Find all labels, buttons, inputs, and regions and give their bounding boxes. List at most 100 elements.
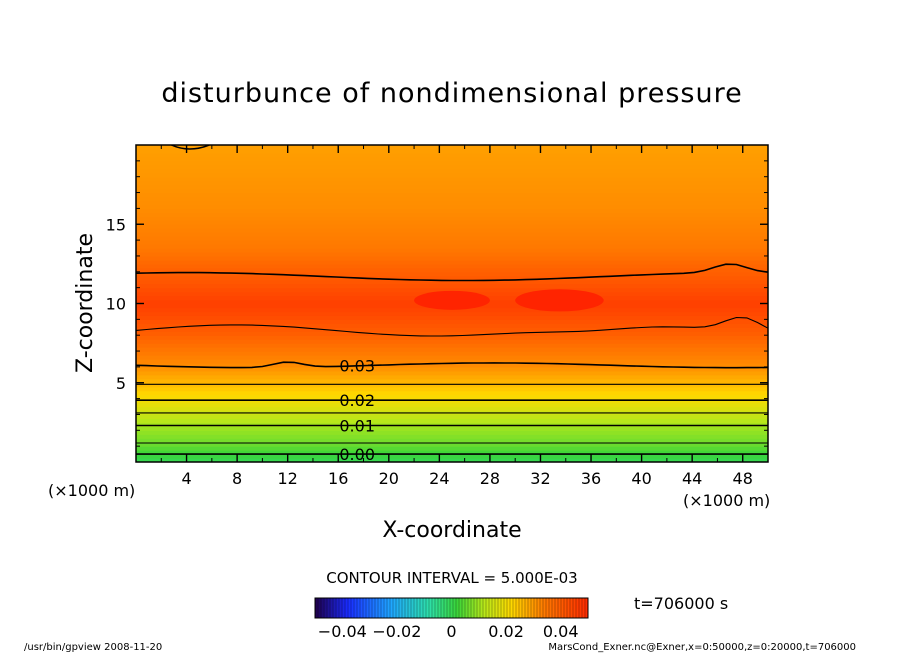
- shade-band: [136, 263, 768, 269]
- shade-band: [136, 374, 768, 380]
- x-tick-label: 16: [328, 469, 348, 488]
- shade-band: [136, 248, 768, 253]
- shade-band: [136, 208, 768, 213]
- x-tick-label: 36: [581, 469, 601, 488]
- shade-band: [136, 200, 768, 206]
- contour-interval: CONTOUR INTERVAL = 5.000E-03: [326, 569, 577, 587]
- y-tick-label: 15: [106, 215, 126, 234]
- shade-band: [136, 442, 768, 447]
- shade-band: [136, 450, 768, 455]
- footer-left: /usr/bin/gpview 2008-11-20: [24, 642, 162, 653]
- contour-line: [171, 145, 210, 150]
- y-tick-label: 10: [106, 295, 126, 314]
- shade-band: [136, 168, 768, 174]
- shade-band: [136, 382, 768, 388]
- shade-band: [136, 402, 768, 408]
- contour-line: [136, 263, 768, 282]
- shade-band: [136, 390, 768, 396]
- shade-band: [136, 315, 768, 320]
- shade-band: [136, 228, 768, 233]
- y-axis-label: Z-coordinate: [73, 233, 98, 373]
- shade-band: [136, 454, 768, 459]
- shade-band: [136, 240, 768, 245]
- contour-line: [136, 361, 768, 369]
- shade-band: [136, 311, 768, 316]
- shade-band: [136, 160, 768, 166]
- shade-band: [136, 148, 768, 154]
- x-tick-label: 12: [278, 469, 298, 488]
- shade-band: [136, 446, 768, 451]
- shade-band: [136, 434, 768, 439]
- colorbar-tick-label: 0.04: [543, 622, 579, 641]
- shade-band: [136, 358, 768, 364]
- shade-band: [136, 188, 768, 194]
- shade-band: [136, 331, 768, 336]
- shade-band: [136, 347, 768, 352]
- x-tick-label: 40: [631, 469, 651, 488]
- contour-label: 0.02: [339, 391, 375, 410]
- shade-band: [136, 275, 768, 281]
- pressure-maximum: [515, 289, 604, 312]
- contour-line: [136, 316, 768, 337]
- shade-band: [136, 216, 768, 221]
- shade-band: [136, 327, 768, 332]
- x-tick-label: 20: [379, 469, 399, 488]
- colorbar-tick-label: −0.02: [372, 622, 421, 641]
- x-axis-ticks: 4 8 12 16 20 24 28 32 36 40 44 48: [160, 145, 753, 488]
- shade-band: [136, 145, 768, 150]
- shade-band: [136, 220, 768, 225]
- contour-lines: [136, 145, 768, 455]
- shade-band: [136, 267, 768, 273]
- shade-band: [136, 418, 768, 423]
- colorbar-tick-label: 0.02: [488, 622, 524, 641]
- shade-band: [136, 458, 768, 462]
- x-tick-label: 4: [181, 469, 191, 488]
- colorbar: [314, 597, 589, 619]
- x-tick-label: 32: [530, 469, 550, 488]
- contour-label: 0.00: [339, 445, 375, 464]
- shade-band: [136, 343, 768, 348]
- shade-band: [136, 406, 768, 412]
- shade-band: [136, 362, 768, 368]
- shade-band: [136, 224, 768, 229]
- shade-band: [136, 430, 768, 435]
- shade-band: [136, 251, 768, 257]
- x-unit-right: (×1000 m): [683, 491, 770, 510]
- colorbar-ticks: −0.04 −0.02 0 0.02 0.04: [318, 622, 579, 641]
- shaded-field: [136, 145, 768, 462]
- shade-band: [136, 414, 768, 420]
- shade-band: [136, 366, 768, 372]
- x-unit-left: (×1000 m): [48, 481, 135, 500]
- shade-band: [136, 232, 768, 237]
- colorbar-tick-label: −0.04: [318, 622, 367, 641]
- footer-right: MarsCond_Exner.nc@Exner,x=0:50000,z=0:20…: [548, 642, 856, 653]
- shade-band: [136, 196, 768, 202]
- x-tick-label: 24: [429, 469, 449, 488]
- shade-band: [136, 172, 768, 178]
- shade-band: [136, 244, 768, 249]
- shade-band: [136, 164, 768, 170]
- shade-band: [136, 152, 768, 158]
- pressure-maximum: [414, 290, 490, 310]
- shade-band: [136, 259, 768, 265]
- x-tick-label: 8: [232, 469, 242, 488]
- shade-band: [136, 394, 768, 400]
- shade-band: [136, 212, 768, 217]
- shade-band: [136, 355, 768, 360]
- y-axis-ticks: 5 10 15: [106, 160, 768, 447]
- shade-band: [136, 422, 768, 427]
- shade-band: [136, 192, 768, 198]
- shade-band: [136, 339, 768, 344]
- colorbar-tick-label: 0: [446, 622, 456, 641]
- shade-band: [136, 156, 768, 162]
- shade-band: [136, 386, 768, 392]
- contour-label: 0.03: [339, 356, 375, 375]
- x-axis-label: X-coordinate: [382, 518, 521, 543]
- shade-band: [136, 370, 768, 376]
- x-tick-label: 28: [480, 469, 500, 488]
- shade-band: [136, 204, 768, 209]
- shade-band: [136, 279, 768, 285]
- shade-band: [136, 236, 768, 241]
- colorbar-stripes: [317, 598, 586, 618]
